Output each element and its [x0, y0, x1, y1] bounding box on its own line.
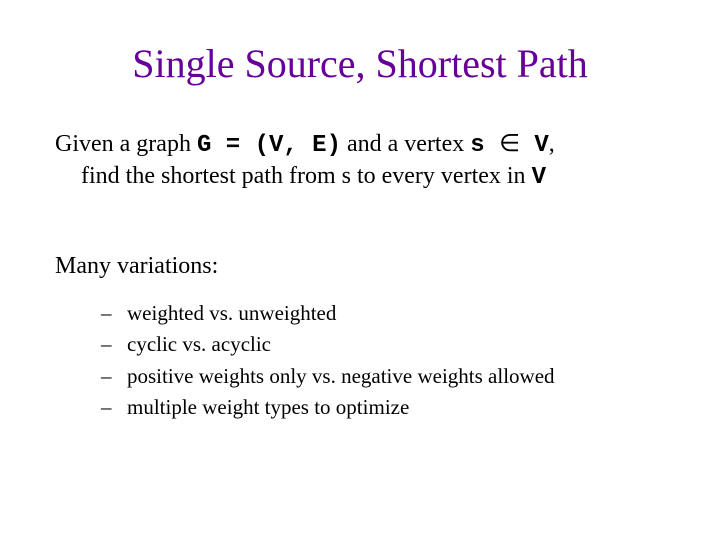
list-item: – positive weights only vs. negative wei…	[101, 363, 665, 390]
code-vertex-s: s	[470, 132, 499, 159]
list-item: – cyclic vs. acyclic	[101, 331, 665, 358]
code-set-v-2: V	[532, 164, 546, 191]
bullet-dash-icon: –	[101, 394, 115, 421]
statement-line-1: Given a graph G = (V, E) and a vertex s …	[55, 129, 665, 161]
list-item-text: multiple weight types to optimize	[127, 394, 409, 421]
bullet-dash-icon: –	[101, 331, 115, 358]
problem-statement: Given a graph G = (V, E) and a vertex s …	[55, 129, 665, 193]
variations-heading-text: Many variations:	[55, 253, 218, 279]
slide-container: Single Source, Shortest Path Given a gra…	[0, 0, 720, 540]
statement-line-2: find the shortest path from s to every v…	[81, 161, 665, 193]
list-item-text: weighted vs. unweighted	[127, 300, 336, 327]
text-given: Given a graph	[55, 131, 197, 157]
text-comma: ,	[549, 131, 555, 157]
bullet-dash-icon: –	[101, 300, 115, 327]
code-graph-def: G = (V, E)	[197, 132, 341, 159]
bullet-dash-icon: –	[101, 363, 115, 390]
symbol-element-of: ∈	[499, 131, 520, 157]
text-find-path: find the shortest path from s to every v…	[81, 163, 532, 189]
text-and-vertex: and a vertex	[341, 131, 470, 157]
list-item-text: positive weights only vs. negative weigh…	[127, 363, 555, 390]
list-item: – multiple weight types to optimize	[101, 394, 665, 421]
variations-list: – weighted vs. unweighted – cyclic vs. a…	[55, 300, 665, 421]
variations-heading: Many variations:	[55, 253, 665, 280]
list-item: – weighted vs. unweighted	[101, 300, 665, 327]
list-item-text: cyclic vs. acyclic	[127, 331, 271, 358]
title-text: Single Source, Shortest Path	[132, 41, 588, 86]
code-set-v: V	[520, 132, 549, 159]
slide-title: Single Source, Shortest Path	[55, 40, 665, 87]
